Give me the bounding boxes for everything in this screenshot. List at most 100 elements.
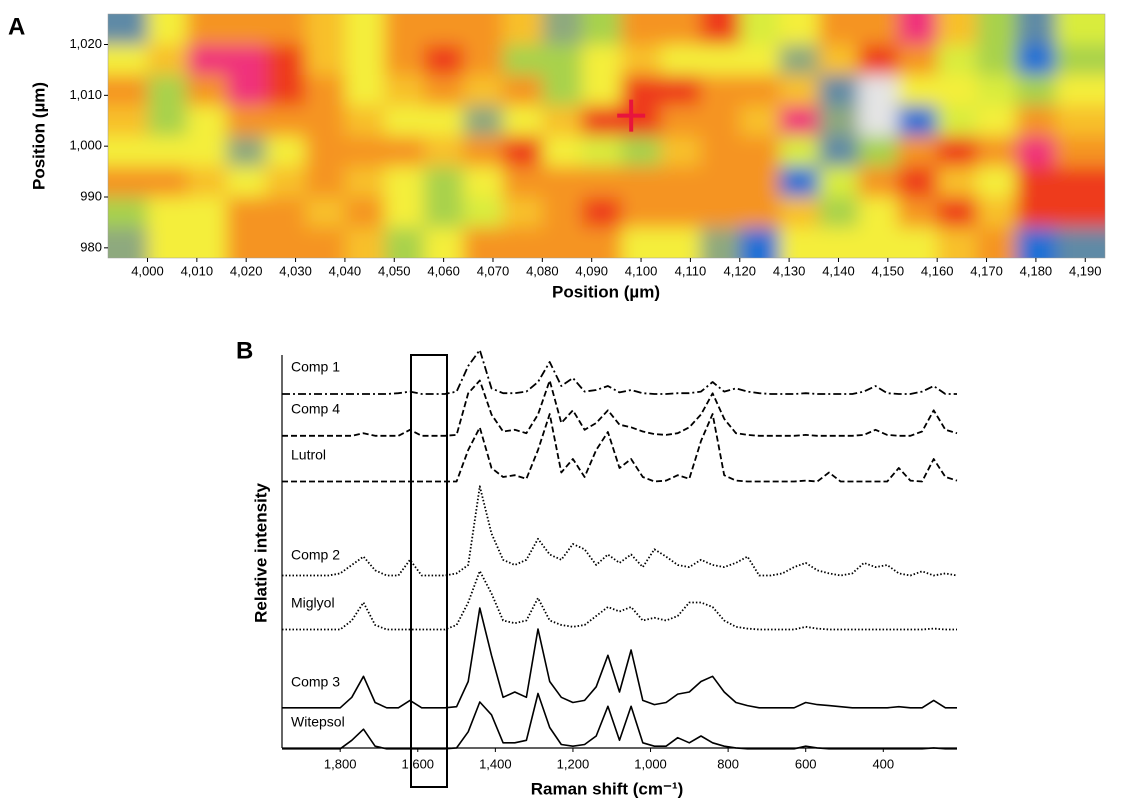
heatmap-cell: [108, 166, 149, 198]
heatmap-cell: [581, 44, 623, 76]
heatmap-cell: [1055, 105, 1105, 137]
y-axis-title: Position (µm): [29, 82, 48, 190]
heatmap-cell: [779, 44, 820, 76]
heatmap-cell: [976, 136, 1018, 168]
heatmap-cell: [700, 197, 741, 229]
spectrum: [282, 349, 957, 395]
heatmap-cell: [1016, 197, 1057, 229]
series-label: Comp 3: [291, 674, 340, 690]
heatmap-cell: [660, 227, 702, 258]
heatmap-cell: [897, 227, 939, 258]
heatmap-cell: [147, 44, 188, 76]
heatmap-cell: [897, 197, 939, 229]
heatmap-cell: [858, 197, 899, 229]
heatmap-cell: [937, 44, 978, 76]
y-tick-label: 990: [80, 188, 102, 203]
heatmap-cell: [542, 166, 583, 198]
heatmap-cell: [502, 44, 544, 76]
x-tick-label: 4,120: [723, 263, 756, 278]
heatmap-cell: [700, 75, 741, 107]
heatmap-cell: [344, 136, 386, 168]
heatmap-cell: [700, 105, 741, 137]
heatmap-cell: [818, 105, 860, 137]
heatmap-cell: [818, 166, 860, 198]
heatmap-cell: [265, 197, 307, 229]
heatmap-cell: [976, 166, 1018, 198]
heatmap-cell: [660, 75, 702, 107]
heatmap-cell: [818, 136, 860, 168]
heatmap-cell: [463, 197, 504, 229]
heatmap-cell: [739, 105, 781, 137]
heatmap-cell: [384, 44, 425, 76]
heatmap-cell: [147, 227, 188, 258]
heatmap-cell: [186, 75, 228, 107]
x-tick-label: 4,180: [1020, 263, 1053, 278]
heatmap-cell: [542, 105, 583, 137]
heatmap-cell: [423, 227, 465, 258]
heatmap-cell: [147, 105, 188, 137]
heatmap-cell: [265, 166, 307, 198]
heatmap-cell: [897, 166, 939, 198]
heatmap-cell: [858, 166, 899, 198]
panel-label: A: [8, 13, 25, 40]
heatmap-cell: [1055, 166, 1105, 198]
heatmap-cell: [108, 14, 149, 46]
heatmap-cell: [1055, 197, 1105, 229]
heatmap-cell: [226, 197, 267, 229]
heatmap-cell: [581, 227, 623, 258]
heatmap-cell: [660, 44, 702, 76]
heatmap-cell: [700, 166, 741, 198]
y-tick-label: 1,000: [69, 138, 102, 153]
spectrum: [282, 485, 958, 577]
heatmap-area: [108, 14, 1105, 258]
series-label: Witepsol: [291, 714, 345, 730]
heatmap-cell: [305, 105, 346, 137]
x-tick-label: 1,000: [634, 756, 667, 771]
x-tick-label: 4,010: [181, 263, 214, 278]
heatmap-cell: [621, 197, 662, 229]
heatmap-cell: [542, 44, 583, 76]
heatmap-cell: [818, 44, 860, 76]
x-tick-label: 4,060: [427, 263, 460, 278]
heatmap-cell: [621, 227, 662, 258]
heatmap-cell: [739, 44, 781, 76]
x-tick-label: 4,040: [329, 263, 362, 278]
heatmap-cell: [226, 227, 267, 258]
heatmap-cell: [897, 14, 939, 46]
heatmap-cell: [147, 136, 188, 168]
heatmap-cell: [937, 227, 978, 258]
heatmap-cell: [897, 105, 939, 137]
heatmap-cell: [186, 44, 228, 76]
heatmap-cell: [463, 14, 504, 46]
y-tick-label: 1,010: [69, 87, 102, 102]
heatmap-cell: [423, 197, 465, 229]
heatmap-cell: [858, 44, 899, 76]
heatmap-cell: [305, 44, 346, 76]
heatmap-cell: [423, 136, 465, 168]
heatmap-cell: [1055, 75, 1105, 107]
heatmap-cell: [502, 197, 544, 229]
heatmap-cell: [858, 105, 899, 137]
heatmap-cell: [858, 14, 899, 46]
heatmap-cell: [463, 105, 504, 137]
heatmap-cell: [265, 14, 307, 46]
heatmap-cell: [739, 227, 781, 258]
heatmap-cell: [897, 136, 939, 168]
heatmap-cell: [581, 166, 623, 198]
heatmap-cell: [344, 44, 386, 76]
heatmap-cell: [739, 166, 781, 198]
heatmap-cell: [779, 75, 820, 107]
heatmap-cell: [1055, 14, 1105, 46]
heatmap-cell: [976, 197, 1018, 229]
heatmap-cell: [463, 136, 504, 168]
heatmap-cell: [1016, 105, 1057, 137]
heatmap-cell: [937, 166, 978, 198]
x-tick-label: 1,400: [479, 756, 512, 771]
heatmap-cell: [108, 227, 149, 258]
heatmap-cell: [937, 14, 978, 46]
heatmap-cell: [108, 105, 149, 137]
heatmap-cell: [226, 136, 267, 168]
heatmap-cell: [660, 14, 702, 46]
plot-frame: [107, 13, 1106, 259]
